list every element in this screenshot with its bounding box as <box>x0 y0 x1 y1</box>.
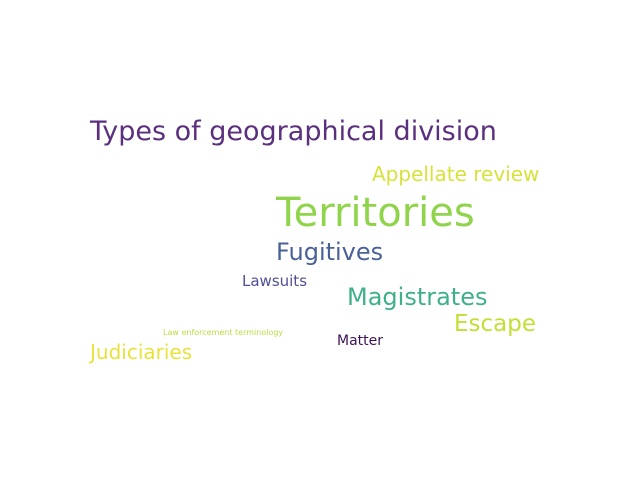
word-matter: Matter <box>337 333 384 349</box>
word-types-of-geographical-division: Types of geographical division <box>90 116 497 147</box>
word-lawsuits: Lawsuits <box>242 272 308 290</box>
word-magistrates: Magistrates <box>347 283 488 311</box>
word-appellate-review: Appellate review <box>372 162 540 186</box>
word-escape: Escape <box>454 311 537 337</box>
word-territories: Territories <box>276 190 475 236</box>
word-law-enforcement-terminology: Law enforcement terminology <box>163 328 284 337</box>
word-fugitives: Fugitives <box>276 238 384 266</box>
word-judiciaries: Judiciaries <box>90 340 193 364</box>
